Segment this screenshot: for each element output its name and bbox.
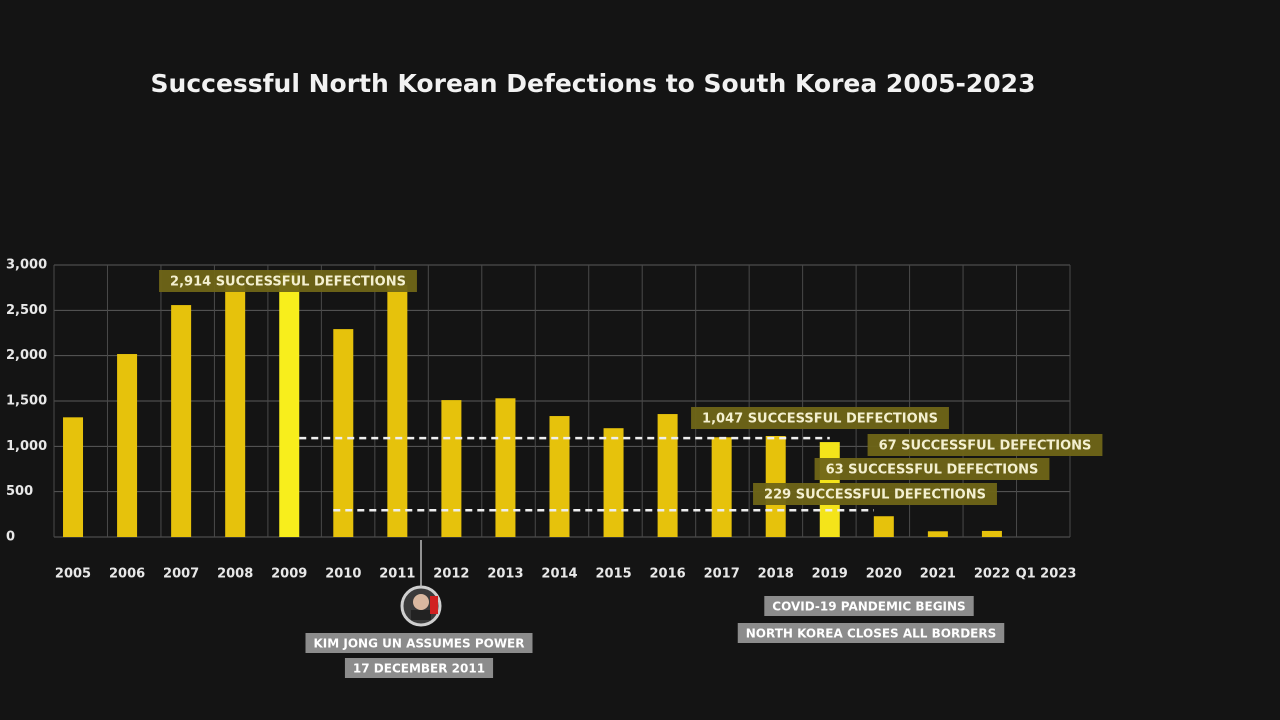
x-tick-label: 2019 [812,567,848,582]
portrait-icon [400,585,442,627]
x-tick-label: 2008 [217,567,253,582]
x-tick-label: 2021 [920,567,956,582]
bar [657,414,678,537]
x-tick-label: 2012 [433,567,469,582]
annotation-text: 17 DECEMBER 2011 [353,662,485,676]
x-tick-label: 2017 [704,567,740,582]
x-tick-label: 2011 [379,567,415,582]
annotation-box [344,658,494,678]
annotation-text: NORTH KOREA CLOSES ALL BORDERS [746,627,997,641]
y-tick-label: 1,500 [6,394,47,409]
y-tick-label: 2,500 [6,303,47,318]
value-label: 229 SUCCESSFUL DEFECTIONS [764,488,986,503]
bar [63,417,84,537]
annotation-text: COVID-19 PANDEMIC BEGINS [772,600,965,614]
x-tick-label: 2016 [650,567,686,582]
bar [927,531,948,537]
bar [549,416,570,537]
bar [603,428,624,537]
x-tick-label: Q1 2023 [1016,567,1077,582]
value-label: 67 SUCCESSFUL DEFECTIONS [879,439,1092,454]
annotation-box [305,633,533,653]
annotation-box [764,596,974,616]
x-tick-label: 2005 [55,567,91,582]
bar [711,437,732,537]
x-tick-label: 2013 [487,567,523,582]
x-tick-label: 2006 [109,567,145,582]
annotation-box [737,623,1005,643]
x-tick-label: 2010 [325,567,361,582]
bar [171,305,192,537]
y-tick-label: 1,000 [6,439,47,454]
bar [279,272,300,537]
y-tick-label: 3,000 [6,258,47,273]
value-label-box [814,458,1050,480]
bar [333,329,354,537]
value-label: 63 SUCCESSFUL DEFECTIONS [826,463,1039,478]
y-tick-label: 0 [6,530,15,545]
value-label-box [691,407,949,429]
value-label: 1,047 SUCCESSFUL DEFECTIONS [702,412,938,427]
chart-title: Successful North Korean Defections to So… [151,69,1036,98]
x-tick-label: 2022 [974,567,1010,582]
bar [873,516,894,537]
annotation-text: KIM JONG UN ASSUMES POWER [314,637,525,651]
x-tick-label: 2015 [595,567,631,582]
x-tick-label: 2018 [758,567,794,582]
y-tick-label: 2,000 [6,348,47,363]
bar [981,530,1002,537]
value-label-box [753,483,997,505]
bar [441,400,462,537]
x-tick-label: 2009 [271,567,307,582]
x-tick-label: 2014 [541,567,577,582]
value-label-box [867,434,1103,456]
bar [495,398,516,537]
bar [225,284,246,537]
value-label: 2,914 SUCCESSFUL DEFECTIONS [170,275,406,290]
bar [117,354,138,537]
x-tick-label: 2020 [866,567,902,582]
bar [387,284,408,537]
x-tick-label: 2007 [163,567,199,582]
value-label-box [159,270,417,292]
y-tick-label: 500 [6,484,33,499]
